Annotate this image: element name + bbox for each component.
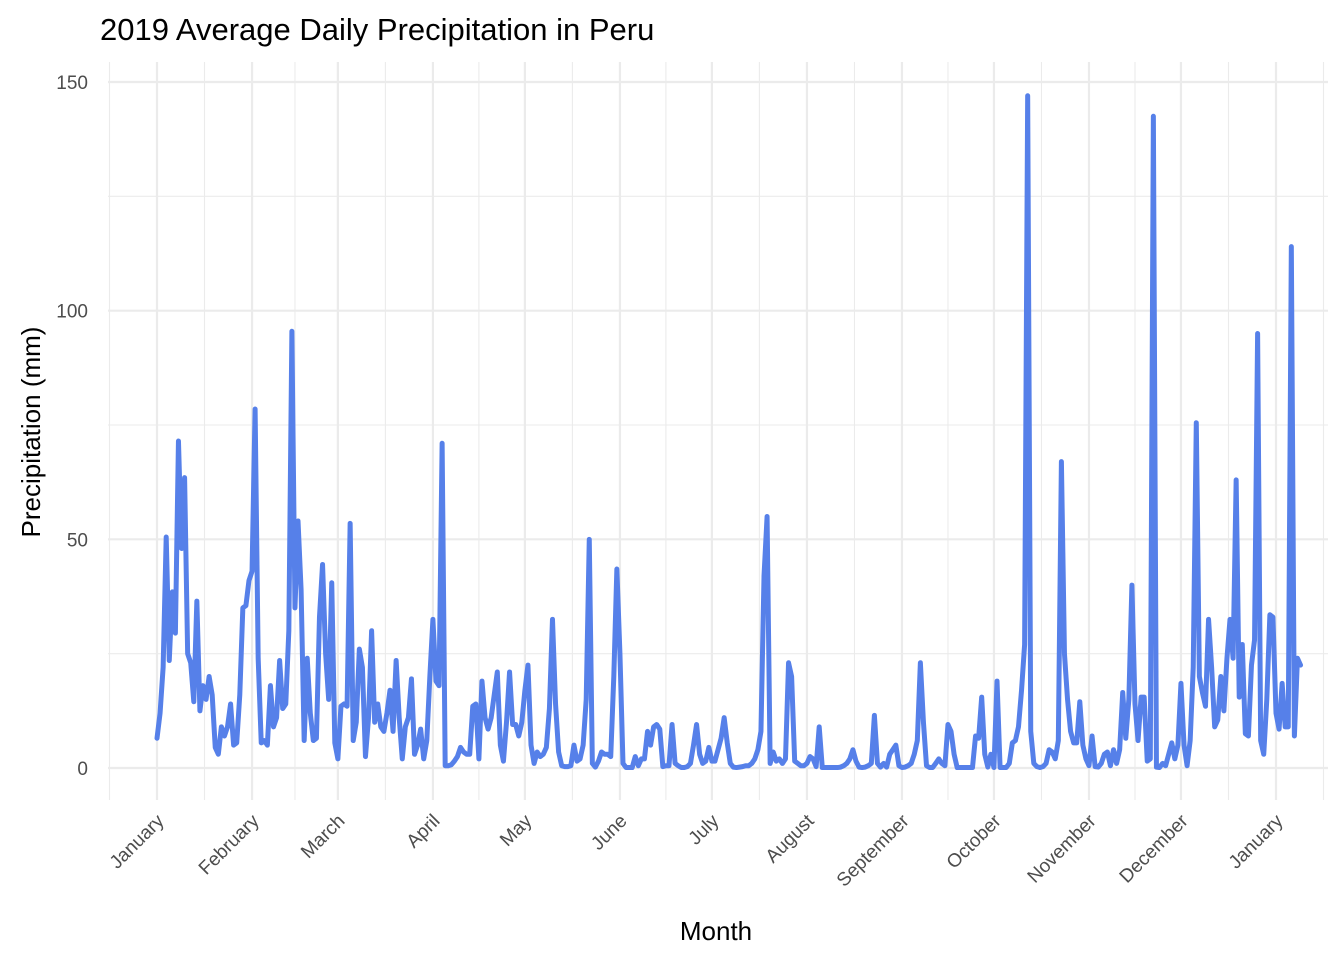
chart-title: 2019 Average Daily Precipitation in Peru — [100, 12, 654, 47]
x-tick-label: January — [106, 810, 169, 873]
x-axis-tick-labels: January February March April May June July Augu… — [106, 810, 1288, 891]
y-tick-label: 50 — [67, 530, 88, 551]
x-tick-label: September — [833, 810, 914, 891]
y-axis-tick-labels: 0 50 100 150 — [56, 73, 88, 780]
x-tick-label: May — [496, 810, 537, 851]
precipitation-series-line — [154, 93, 1304, 771]
y-tick-label: 150 — [56, 73, 88, 94]
y-tick-label: 0 — [77, 759, 88, 780]
x-tick-label: December — [1116, 810, 1193, 887]
x-tick-label: June — [587, 811, 631, 855]
x-tick-label: November — [1024, 810, 1101, 887]
x-tick-label: March — [297, 811, 349, 863]
y-tick-label: 100 — [56, 302, 88, 323]
x-tick-label: April — [403, 811, 445, 853]
x-tick-label: October — [943, 810, 1006, 873]
series-lines — [154, 93, 1304, 771]
x-tick-label: July — [685, 810, 724, 849]
x-tick-label: January — [1225, 810, 1288, 873]
x-tick-label: August — [762, 810, 819, 867]
y-axis-title: Precipitation (mm) — [16, 327, 46, 538]
x-tick-label: February — [195, 810, 264, 879]
x-axis-title: Month — [680, 916, 752, 946]
